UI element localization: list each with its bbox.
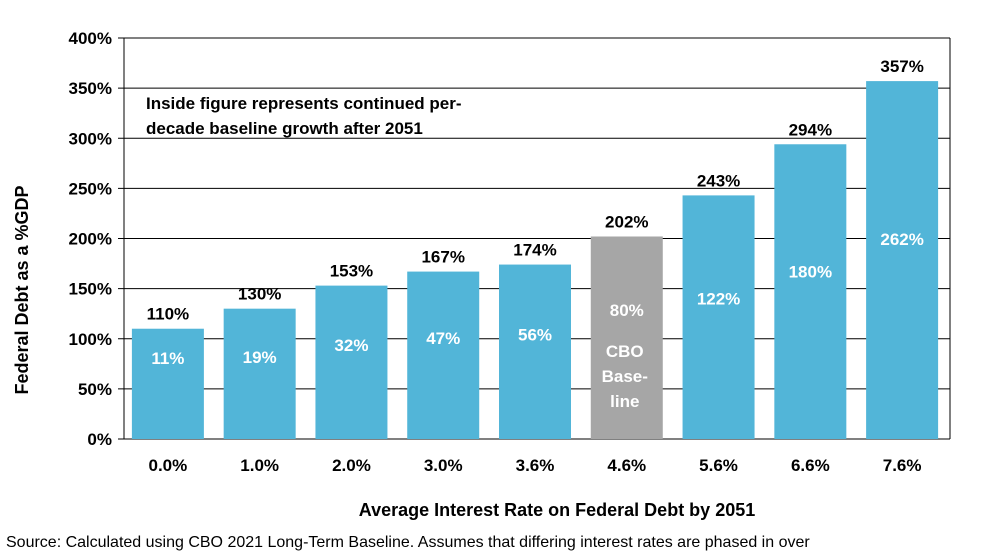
- y-tick-label: 200%: [69, 230, 112, 249]
- x-tick-label: 0.0%: [149, 456, 188, 475]
- inside-label: 80%: [610, 301, 644, 320]
- value-label: 202%: [605, 212, 648, 231]
- x-tick-label: 3.6%: [516, 456, 555, 475]
- x-axis-ticks: 0.0% 1.0% 2.0% 3.0% 3.6% 4.6% 5.6% 6.6% 7.6%: [149, 456, 922, 475]
- bar: [131, 328, 204, 439]
- value-label: 153%: [330, 262, 373, 281]
- y-axis-ticks: 0% 50% 100% 150% 200% 250% 300% 350% 400%: [69, 29, 112, 449]
- inside-label: 19%: [243, 348, 277, 367]
- inside-label: 262%: [880, 230, 923, 249]
- bar: [866, 81, 939, 440]
- x-tick-label: 3.0%: [424, 456, 463, 475]
- annotation-line: decade baseline growth after 2051: [146, 119, 423, 138]
- y-tick-label: 350%: [69, 79, 112, 98]
- y-tick-label: 0%: [87, 430, 112, 449]
- x-axis-label: Average Interest Rate on Federal Debt by…: [359, 500, 755, 520]
- bar: [590, 236, 663, 439]
- y-tick-label: 250%: [69, 179, 112, 198]
- y-tick-label: 400%: [69, 29, 112, 48]
- bar: [407, 271, 480, 439]
- data-labels: 110% 11% 130% 19% 153% 32% 167% 47% 174% 56% 202% 8…: [147, 57, 924, 411]
- annotation-line: Inside figure represents continued per-: [146, 94, 462, 113]
- baseline-label: CBO: [606, 342, 644, 361]
- x-tick-label: 7.6%: [883, 456, 922, 475]
- value-label: 130%: [238, 285, 281, 304]
- inside-label: 32%: [334, 336, 368, 355]
- bars: [131, 81, 939, 440]
- y-axis-label: Federal Debt as a %GDP: [12, 185, 32, 394]
- y-tick-label: 50%: [78, 380, 112, 399]
- source-note: Source: Calculated using CBO 2021 Long-T…: [6, 534, 810, 551]
- inside-label: 122%: [697, 289, 740, 308]
- bar: [774, 144, 847, 439]
- x-tick-label: 5.6%: [699, 456, 738, 475]
- y-tick-label: 300%: [69, 129, 112, 148]
- baseline-label: line: [610, 392, 639, 411]
- bar: [315, 285, 388, 439]
- inside-label: 47%: [426, 329, 460, 348]
- annotation: Inside figure represents continued per-d…: [146, 94, 462, 138]
- inside-label: 11%: [151, 349, 184, 368]
- baseline-label: Base-: [602, 367, 648, 386]
- value-label: 357%: [880, 57, 923, 76]
- inside-label: 56%: [518, 325, 552, 344]
- value-label: 243%: [697, 171, 740, 190]
- value-label: 174%: [513, 241, 556, 260]
- x-tick-label: 1.0%: [240, 456, 279, 475]
- y-tick-label: 100%: [69, 330, 112, 349]
- value-label: 294%: [789, 120, 832, 139]
- inside-label: 180%: [789, 263, 832, 282]
- value-label: 110%: [147, 305, 190, 324]
- x-tick-label: 2.0%: [332, 456, 371, 475]
- bar: [223, 308, 296, 439]
- value-label: 167%: [421, 248, 464, 267]
- bar: [499, 264, 571, 439]
- bar: [682, 195, 755, 439]
- x-tick-label: 6.6%: [791, 456, 830, 475]
- y-tick-label: 150%: [69, 280, 112, 299]
- x-tick-label: 4.6%: [607, 456, 646, 475]
